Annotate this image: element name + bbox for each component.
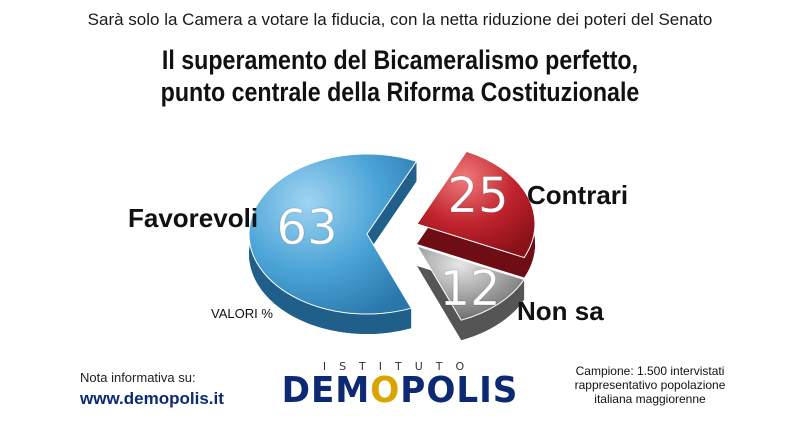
slice-value-contrari: 25 xyxy=(447,168,508,224)
note-label: Nota informativa su: xyxy=(80,370,196,385)
title-line-1: Il superamento del Bicameralismo perfett… xyxy=(161,45,639,75)
slice-label-favorevoli: Favorevoli xyxy=(128,203,258,233)
footer-note: Nota informativa su: www.demopolis.it xyxy=(80,370,224,409)
slice-label-non-sa: Non sa xyxy=(517,296,604,326)
slice-contrari xyxy=(416,150,536,259)
slice-non-sa xyxy=(415,245,525,321)
slice-value-favorevoli: 63 xyxy=(276,200,337,256)
website-link[interactable]: www.demopolis.it xyxy=(80,389,224,408)
unit-label: VALORI % xyxy=(211,306,273,321)
title-line-2: punto centrale della Riforma Costituzion… xyxy=(160,77,640,107)
subtitle: Sarà solo la Camera a votare la fiducia,… xyxy=(87,10,713,29)
slice-favorevoli xyxy=(248,153,418,315)
logo-brand: DEMOPOLIS xyxy=(281,370,519,411)
logo-istituto: ISTITUTO xyxy=(322,360,478,373)
pie-layer: 63 25 12 xyxy=(248,150,536,341)
sample-line-3: italiana maggiorenne xyxy=(594,392,706,406)
chart-title: Il superamento del Bicameralismo perfett… xyxy=(56,44,744,108)
sample-line-2: rappresentativo popolazione xyxy=(574,378,726,392)
slice-band-non-sa xyxy=(461,279,525,341)
sample-info: Campione: 1.500 intervistati rappresenta… xyxy=(540,364,760,406)
slice-value-non-sa: 12 xyxy=(439,261,500,317)
slice-label-contrari: Contrari xyxy=(527,180,628,210)
sample-line-1: Campione: 1.500 intervistati xyxy=(575,364,725,378)
demopolis-logo: ISTITUTO DEMOPOLIS xyxy=(275,360,525,409)
